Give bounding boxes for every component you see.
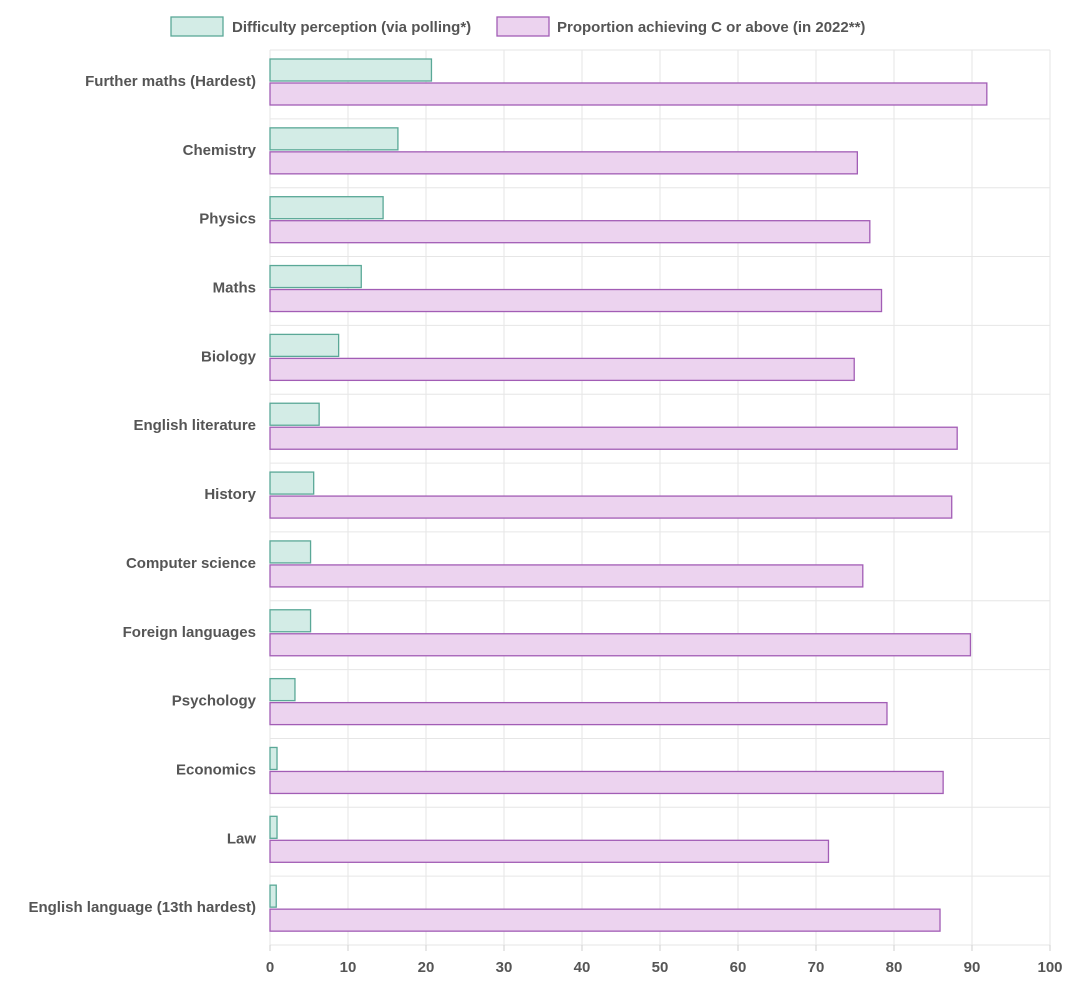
category-label-english-literature: English literature <box>133 417 256 434</box>
category-labels: Further maths (Hardest) Chemistry Physics M… <box>28 73 256 916</box>
bar-difficulty-biology <box>269 333 340 358</box>
tick-label-60: 60 <box>730 959 747 976</box>
bar-pass-rate-physics <box>269 220 871 244</box>
bar-difficulty-computer-science <box>269 540 312 564</box>
tick-label-20: 20 <box>418 959 435 976</box>
tick-label-80: 80 <box>886 959 903 976</box>
legend-item-pass-rate: Proportion achieving C or above (in 2022… <box>496 16 865 37</box>
bar-pass-rate-biology <box>269 357 855 382</box>
x-axis-ticks: 0 10 20 30 40 50 60 70 80 90 100 <box>266 945 1063 976</box>
bar-difficulty-english-language-13th-hardest <box>269 884 277 908</box>
bar-difficulty-psychology <box>269 677 296 702</box>
tick-label-90: 90 <box>964 959 981 976</box>
category-label-biology: Biology <box>201 348 257 365</box>
bar-difficulty-further-maths-hardest <box>269 58 433 82</box>
bar-pass-rate-english-language-13th-hardest <box>269 908 941 932</box>
bars <box>269 58 988 932</box>
bar-difficulty-economics <box>269 746 278 771</box>
tick-label-30: 30 <box>496 959 513 976</box>
category-label-foreign-languages: Foreign languages <box>123 624 256 641</box>
category-label-chemistry: Chemistry <box>183 142 257 159</box>
bar-difficulty-chemistry <box>269 127 399 151</box>
bar-pass-rate-further-maths-hardest <box>269 82 988 106</box>
bar-pass-rate-law <box>269 839 830 863</box>
category-label-history: History <box>204 486 256 503</box>
category-label-computer-science: Computer science <box>126 555 256 572</box>
legend: Difficulty perception (via polling*) Pro… <box>170 16 865 37</box>
bar-pass-rate-chemistry <box>269 151 858 175</box>
bar-difficulty-maths <box>269 264 362 289</box>
legend-swatch-pass-rate <box>496 16 550 37</box>
legend-swatch-difficulty <box>170 16 224 37</box>
category-label-psychology: Psychology <box>172 693 257 710</box>
legend-item-difficulty: Difficulty perception (via polling*) <box>170 16 471 37</box>
bar-pass-rate-economics <box>269 770 944 795</box>
bar-pass-rate-maths <box>269 288 883 313</box>
category-label-english-language-13th-hardest: English language (13th hardest) <box>28 899 256 916</box>
category-label-economics: Economics <box>176 761 256 778</box>
bar-difficulty-english-literature <box>269 402 320 426</box>
category-label-further-maths-hardest: Further maths (Hardest) <box>85 73 256 90</box>
bar-pass-rate-computer-science <box>269 564 864 588</box>
tick-label-100: 100 <box>1037 959 1062 976</box>
bar-difficulty-physics <box>269 196 384 220</box>
bar-pass-rate-history <box>269 495 953 519</box>
legend-label-pass-rate: Proportion achieving C or above (in 2022… <box>557 19 865 36</box>
category-label-physics: Physics <box>199 211 256 228</box>
bar-pass-rate-psychology <box>269 701 888 726</box>
tick-label-0: 0 <box>266 959 274 976</box>
bar-difficulty-history <box>269 471 315 495</box>
bar-difficulty-foreign-languages <box>269 609 312 633</box>
tick-label-40: 40 <box>574 959 591 976</box>
category-label-law: Law <box>227 830 257 847</box>
tick-label-50: 50 <box>652 959 669 976</box>
bar-difficulty-law <box>269 815 278 839</box>
tick-label-70: 70 <box>808 959 825 976</box>
bar-pass-rate-english-literature <box>269 426 958 450</box>
legend-label-difficulty: Difficulty perception (via polling*) <box>232 19 471 36</box>
bar-pass-rate-foreign-languages <box>269 633 972 657</box>
tick-label-10: 10 <box>340 959 357 976</box>
category-label-maths: Maths <box>213 280 256 297</box>
